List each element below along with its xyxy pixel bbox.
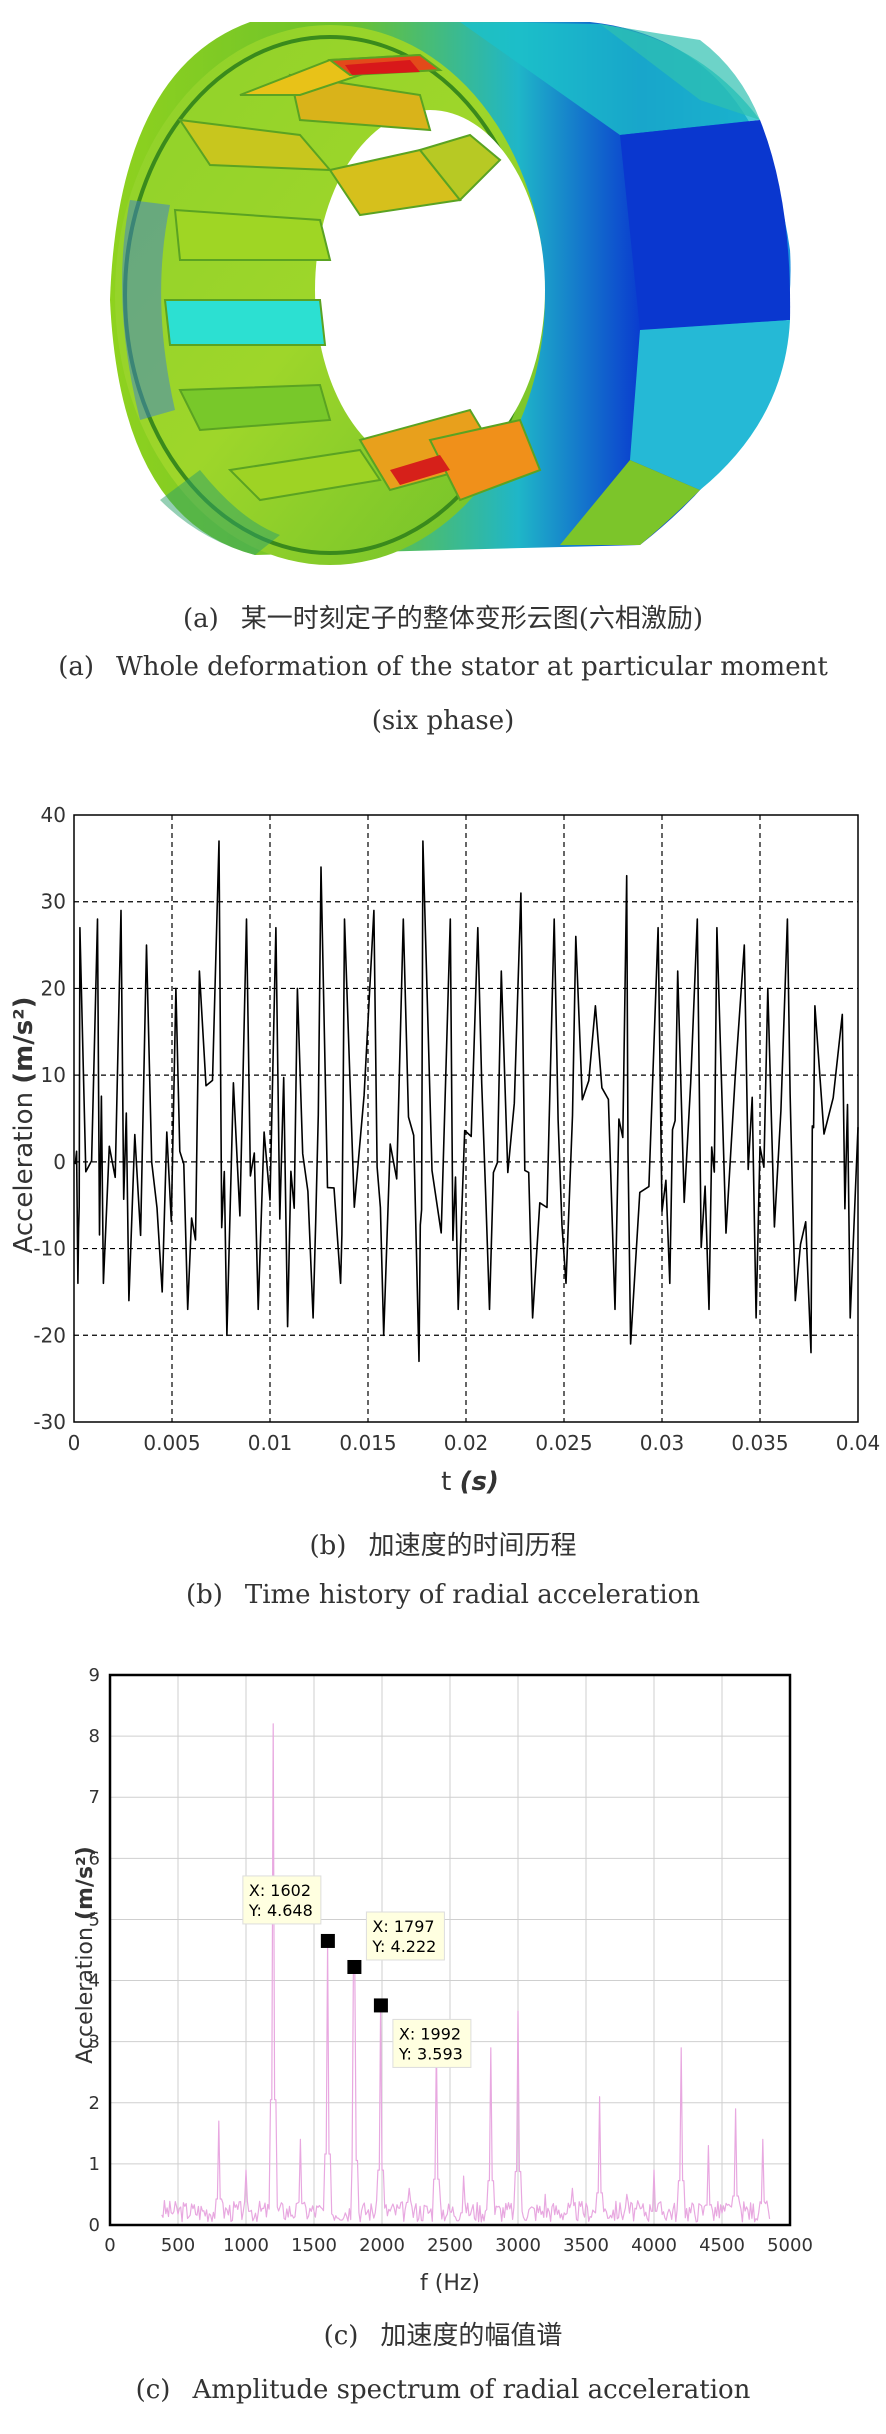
figure-c-caption-cn: (c) 加速度的幅值谱	[323, 2321, 563, 2351]
data-tip-box	[392, 2018, 472, 2068]
x-axis-label: t (s)	[441, 1467, 499, 1497]
chart-time-history: 0 0.005 0.01 0.015 0.02 0.025 0.03 0.035 0.04 -30…	[9, 803, 880, 1497]
y-tick-label: 2	[89, 2093, 100, 2114]
y-tick-label: 7	[89, 1787, 100, 1808]
figure-b-caption-en: (b) Time history of radial acceleration	[185, 1580, 701, 1610]
data-tip-y: Y: 4.648	[248, 1901, 313, 1920]
y-tick-label: -10	[33, 1237, 66, 1261]
series-line	[161, 1723, 771, 2223]
x-tick-label: 2000	[359, 2235, 405, 2256]
x-tick-label: 0.015	[339, 1431, 396, 1455]
x-tick-label: 5000	[767, 2235, 813, 2256]
grid-lines	[109, 1674, 791, 2226]
series-line	[73, 840, 859, 1363]
y-tick-label: 8	[89, 1726, 100, 1747]
y-tick-label: 10	[41, 1063, 66, 1087]
x-tick-label: 0.035	[731, 1431, 788, 1455]
x-tick-label: 4000	[631, 2235, 677, 2256]
y-tick-label: 5	[89, 1909, 100, 1930]
x-tick-label: 2500	[427, 2235, 473, 2256]
data-tip-marker	[373, 1998, 388, 2013]
y-tick-label: 20	[41, 976, 66, 1000]
y-tick-label: 0	[53, 1150, 66, 1174]
figure-c-caption-en: (c) Amplitude spectrum of radial accelera…	[135, 2375, 751, 2405]
y-tick-label: -20	[33, 1323, 66, 1347]
x-tick-label: 0.03	[640, 1431, 685, 1455]
x-tick-label: 0.025	[535, 1431, 592, 1455]
plot-frame	[73, 814, 859, 1423]
y-axis-label: Acceleration (m/s²)	[73, 1846, 98, 2064]
x-tick-label: 0.01	[248, 1431, 293, 1455]
x-tick-label: 3000	[495, 2235, 541, 2256]
y-tick-label: 3	[89, 2032, 100, 2053]
x-tick-label: 1500	[291, 2235, 337, 2256]
x-tick-label: 3500	[563, 2235, 609, 2256]
y-tick-label: 30	[41, 890, 66, 914]
figure-b-caption-cn: (b) 加速度的时间历程	[309, 1531, 577, 1561]
y-tick-label: 0	[89, 2215, 100, 2236]
data-tip-y: Y: 3.593	[398, 2044, 463, 2063]
y-tick-label: 6	[89, 1848, 100, 1869]
figure-a-caption-cn: (a) 某一时刻定子的整体变形云图(六相激励)	[182, 604, 704, 634]
y-tick-label: -30	[33, 1410, 66, 1434]
y-tick-label: 1	[89, 2154, 100, 2175]
data-tip-y: Y: 4.222	[371, 1937, 436, 1956]
data-tip-marker	[320, 1933, 335, 1948]
y-tick-label: 4	[89, 1971, 100, 1992]
y-axis-label: Acceleration (m/s²)	[9, 996, 39, 1253]
x-tick-label: 1000	[223, 2235, 269, 2256]
y-tick-label: 9	[89, 1665, 100, 1686]
tick-labels: 0 0.005 0.01 0.015 0.02 0.025 0.03 0.035 0.04 -30…	[33, 803, 880, 1455]
data-tip-box	[242, 1875, 322, 1925]
data-tip-x: X: 1602	[249, 1881, 311, 1900]
figure-a-caption-en: (a) Whole deformation of the stator at pa…	[58, 652, 828, 682]
x-tick-label: 0.04	[836, 1431, 881, 1455]
chart-amplitude-spectrum: 0 500 1000 1500 2000 2500 3000 3500 4000 4500 5000…	[73, 1665, 813, 2296]
x-tick-label: 500	[161, 2235, 195, 2256]
data-tip-x: X: 1797	[372, 1917, 434, 1936]
x-tick-label: 4500	[699, 2235, 745, 2256]
x-axis-label: f (Hz)	[420, 2271, 480, 2296]
y-tick-label: 40	[41, 803, 66, 827]
data-tip-x: X: 1992	[399, 2024, 461, 2043]
data-tip-box	[365, 1911, 445, 1961]
grid-lines	[74, 815, 858, 1422]
plot-frame	[108, 1673, 792, 2227]
x-tick-label: 0.005	[143, 1431, 200, 1455]
stator-deformation-image	[110, 22, 791, 565]
figure-a-caption-en-line2: (six phase)	[371, 706, 515, 736]
x-tick-label: 0.02	[444, 1431, 489, 1455]
tick-labels: 0 500 1000 1500 2000 2500 3000 3500 4000 4500 5000…	[89, 1665, 813, 2256]
x-tick-label: 0	[104, 2235, 115, 2256]
data-tip-marker	[347, 1959, 362, 1974]
x-tick-label: 0	[68, 1431, 81, 1455]
